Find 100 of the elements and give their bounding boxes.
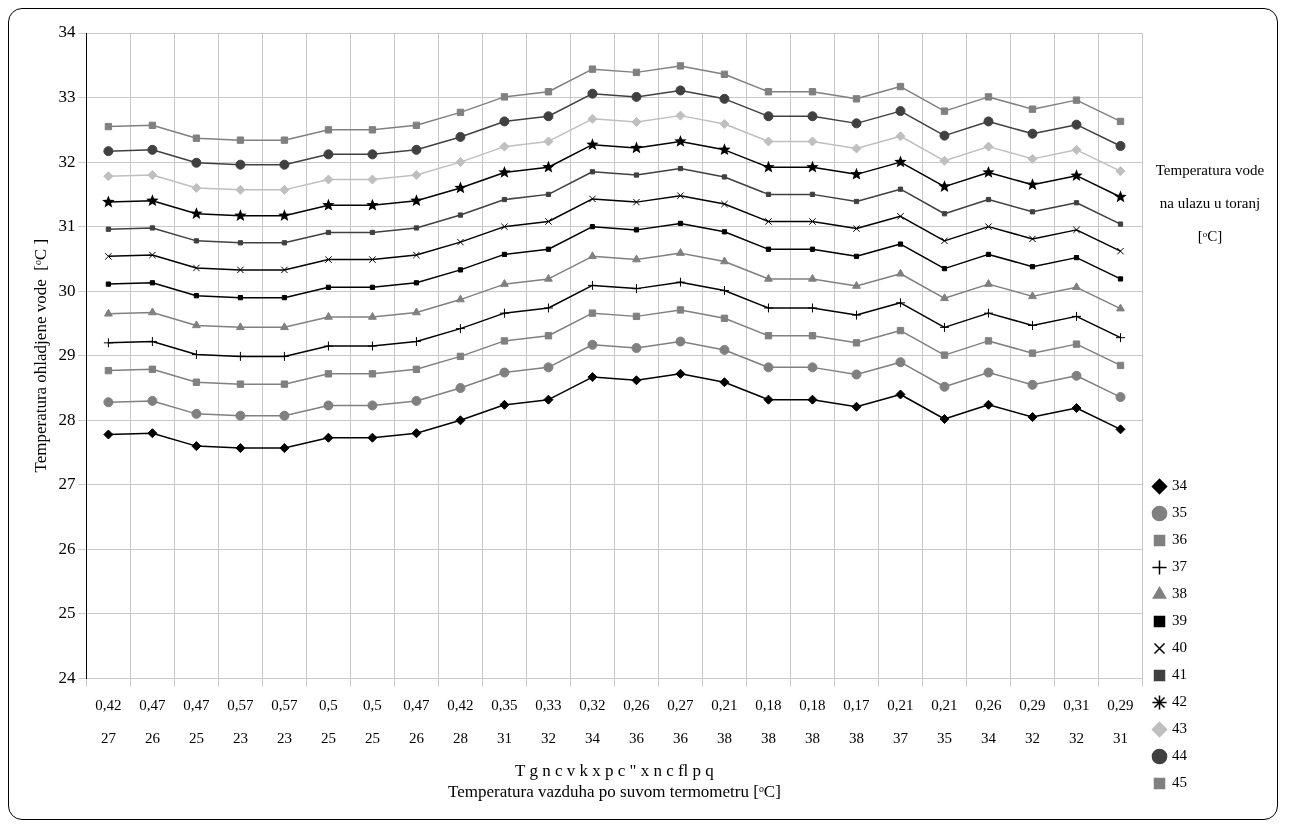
- point: [366, 198, 379, 211]
- point: [1116, 247, 1125, 255]
- x-tick-label: 0,31 32: [1063, 696, 1090, 746]
- point: [939, 322, 950, 333]
- point: [765, 246, 772, 252]
- y-axis-title: Temperatura ohladjene vode [ᵒC ]: [30, 238, 50, 473]
- point: [192, 134, 201, 142]
- point: [675, 368, 686, 379]
- point: [853, 253, 860, 259]
- point: [279, 410, 290, 421]
- point: [675, 336, 686, 347]
- point: [1029, 209, 1036, 215]
- point: [764, 217, 773, 226]
- point: [499, 141, 510, 152]
- point: [367, 341, 378, 352]
- point: [104, 366, 113, 375]
- point: [588, 195, 597, 203]
- point: [897, 186, 904, 192]
- x-tick-label: 0,32 34: [579, 696, 606, 746]
- point: [457, 267, 464, 273]
- x-tick-label: 0,42 27: [95, 696, 122, 746]
- point: [676, 248, 685, 256]
- point: [983, 141, 994, 152]
- x-tick-label: 0,5 25: [319, 696, 338, 746]
- point: [454, 181, 467, 194]
- point: [235, 159, 246, 170]
- point: [895, 297, 906, 308]
- point: [278, 209, 291, 221]
- text: T g n c v k x p c " x n c fl p q: [515, 760, 715, 780]
- point: [236, 380, 245, 388]
- point: [543, 136, 554, 147]
- point: [543, 302, 554, 313]
- point: [1072, 96, 1081, 104]
- point: [939, 381, 950, 392]
- point: [851, 369, 862, 380]
- point: [764, 332, 773, 340]
- x-tick-label: 0,42 28: [447, 696, 474, 746]
- point: [630, 141, 643, 154]
- point: [983, 367, 994, 378]
- point: [719, 119, 730, 130]
- point: [279, 184, 290, 195]
- point: [325, 284, 332, 290]
- x-tick-label: 0,27 36: [667, 696, 695, 746]
- point: [191, 182, 202, 193]
- point: [941, 265, 948, 272]
- y-tick-label: 27: [58, 474, 76, 494]
- point: [675, 85, 686, 96]
- y-tick-label: 32: [58, 151, 76, 171]
- point: [1073, 200, 1080, 206]
- point: [983, 308, 994, 319]
- point: [104, 252, 113, 261]
- point: [103, 171, 114, 182]
- point: [851, 310, 862, 321]
- point: [279, 443, 290, 454]
- point: [1117, 276, 1124, 282]
- point: [280, 380, 289, 388]
- point: [149, 280, 156, 286]
- point: [103, 397, 114, 408]
- point: [103, 429, 114, 440]
- point: [412, 307, 421, 316]
- point: [369, 284, 376, 290]
- point: [1071, 311, 1082, 322]
- point: [764, 273, 773, 282]
- point: [1116, 361, 1125, 370]
- point: [412, 121, 421, 129]
- point: [852, 224, 861, 233]
- point: [323, 341, 334, 352]
- point: [719, 377, 730, 388]
- point: [191, 157, 202, 168]
- point: [147, 170, 158, 181]
- point: [675, 110, 686, 121]
- point: [544, 332, 553, 340]
- legend-label: 44: [1172, 747, 1188, 764]
- point: [940, 293, 949, 302]
- point: [322, 198, 335, 211]
- point: [1115, 332, 1126, 343]
- point: [281, 295, 288, 301]
- point: [985, 196, 992, 203]
- point: [1117, 221, 1124, 227]
- point: [807, 136, 818, 147]
- y-tick-label: 26: [58, 538, 76, 558]
- point: [1115, 166, 1126, 177]
- point: [323, 400, 334, 411]
- x-tick-label: 0,26 36: [623, 696, 651, 746]
- y-tick-label: 33: [58, 87, 76, 107]
- point: [148, 251, 157, 259]
- point: [236, 322, 245, 331]
- point: [191, 441, 202, 452]
- point: [807, 362, 818, 373]
- point: [939, 155, 950, 166]
- point: [105, 281, 112, 287]
- point: [193, 293, 200, 299]
- x-tick-label: 0,18 38: [799, 696, 826, 746]
- point: [324, 255, 333, 264]
- point: [498, 165, 511, 178]
- point: [762, 160, 775, 173]
- point: [103, 146, 114, 157]
- x-tick-label: 0,57 23: [271, 696, 299, 746]
- point: [586, 138, 599, 150]
- point: [1028, 235, 1037, 243]
